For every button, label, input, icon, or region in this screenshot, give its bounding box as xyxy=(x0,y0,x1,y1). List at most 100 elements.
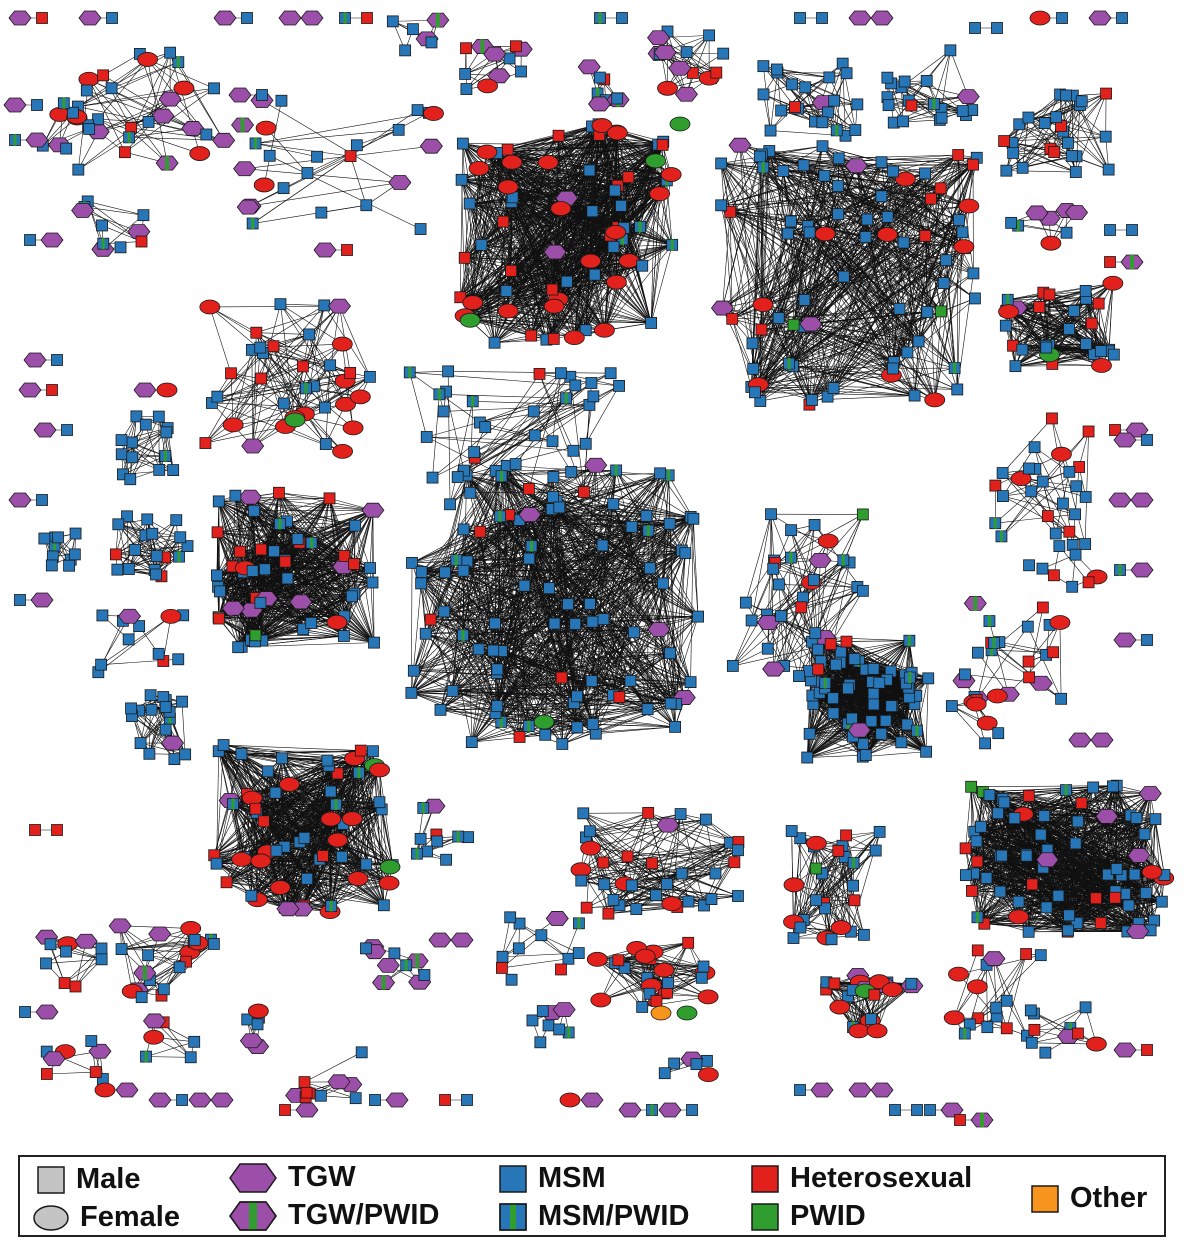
edge xyxy=(461,174,672,181)
edge xyxy=(720,163,733,319)
edge xyxy=(833,387,915,396)
edge xyxy=(232,495,236,567)
edge xyxy=(604,144,659,331)
edge xyxy=(763,167,963,233)
edge xyxy=(721,188,941,206)
edge xyxy=(617,132,643,266)
edge xyxy=(843,276,892,376)
edge xyxy=(761,154,790,364)
edge xyxy=(811,216,888,401)
edge xyxy=(792,232,963,367)
edge xyxy=(721,198,931,206)
edge xyxy=(918,248,966,342)
edge xyxy=(659,193,673,245)
edge xyxy=(867,157,977,220)
edge xyxy=(822,145,882,163)
edge xyxy=(811,164,974,401)
edge xyxy=(810,259,947,325)
edge xyxy=(758,384,958,390)
edge xyxy=(788,341,919,364)
edge xyxy=(464,203,470,258)
edge xyxy=(758,175,825,385)
edge xyxy=(762,225,809,305)
edge xyxy=(721,205,942,312)
edge xyxy=(486,151,553,290)
edge xyxy=(729,211,733,319)
edge xyxy=(469,203,495,343)
edge xyxy=(925,678,929,752)
edge xyxy=(759,156,915,396)
edge xyxy=(496,152,509,311)
edge xyxy=(469,203,575,338)
edge xyxy=(763,167,958,390)
edge xyxy=(810,242,904,325)
edge xyxy=(641,193,660,266)
edge xyxy=(650,244,673,324)
edge xyxy=(560,141,664,209)
edge xyxy=(752,343,915,396)
edge xyxy=(503,144,659,222)
edge xyxy=(462,143,471,321)
edge xyxy=(615,160,656,233)
edge xyxy=(905,178,974,274)
edge xyxy=(486,151,672,175)
edge xyxy=(464,174,672,259)
edge xyxy=(469,203,641,228)
edge xyxy=(722,185,839,309)
edge xyxy=(940,248,966,312)
edge xyxy=(617,185,641,227)
edge xyxy=(650,141,664,323)
edge xyxy=(553,198,568,339)
edge xyxy=(470,319,532,336)
edge xyxy=(763,167,942,312)
edge xyxy=(783,170,839,215)
edge xyxy=(503,221,605,331)
edge xyxy=(825,154,959,235)
edge xyxy=(486,151,656,162)
edge xyxy=(934,246,965,400)
edge xyxy=(856,165,969,207)
edge xyxy=(754,171,894,393)
edge xyxy=(558,299,605,331)
edge xyxy=(788,308,900,364)
edge xyxy=(809,175,825,405)
edge xyxy=(574,246,614,338)
edge xyxy=(827,171,894,397)
edge xyxy=(758,205,970,385)
edge xyxy=(905,157,977,180)
edge xyxy=(469,134,600,321)
edge xyxy=(622,239,652,324)
edge xyxy=(486,151,567,199)
edge xyxy=(758,368,893,385)
edge xyxy=(893,164,974,172)
edge xyxy=(481,186,509,245)
edge xyxy=(494,335,532,344)
edge xyxy=(720,156,761,206)
edge xyxy=(720,205,828,397)
edge xyxy=(905,179,915,396)
edge xyxy=(469,203,555,307)
edge xyxy=(469,125,603,321)
edge xyxy=(887,198,932,218)
edge xyxy=(604,244,673,331)
edge xyxy=(494,339,547,344)
edge xyxy=(472,193,660,303)
edge xyxy=(553,226,641,340)
edge xyxy=(286,498,330,522)
edge xyxy=(469,203,605,331)
edge xyxy=(788,363,915,396)
edge xyxy=(511,124,599,163)
edge xyxy=(464,257,474,303)
edge xyxy=(589,160,656,171)
edge xyxy=(469,203,673,246)
edge xyxy=(604,144,663,331)
edge xyxy=(759,156,839,215)
edge xyxy=(891,188,941,376)
edge xyxy=(881,196,892,376)
edge xyxy=(892,154,959,172)
edge xyxy=(824,637,910,642)
edge xyxy=(809,185,839,233)
edge xyxy=(507,208,562,312)
edge xyxy=(461,179,555,307)
edge xyxy=(833,308,900,389)
